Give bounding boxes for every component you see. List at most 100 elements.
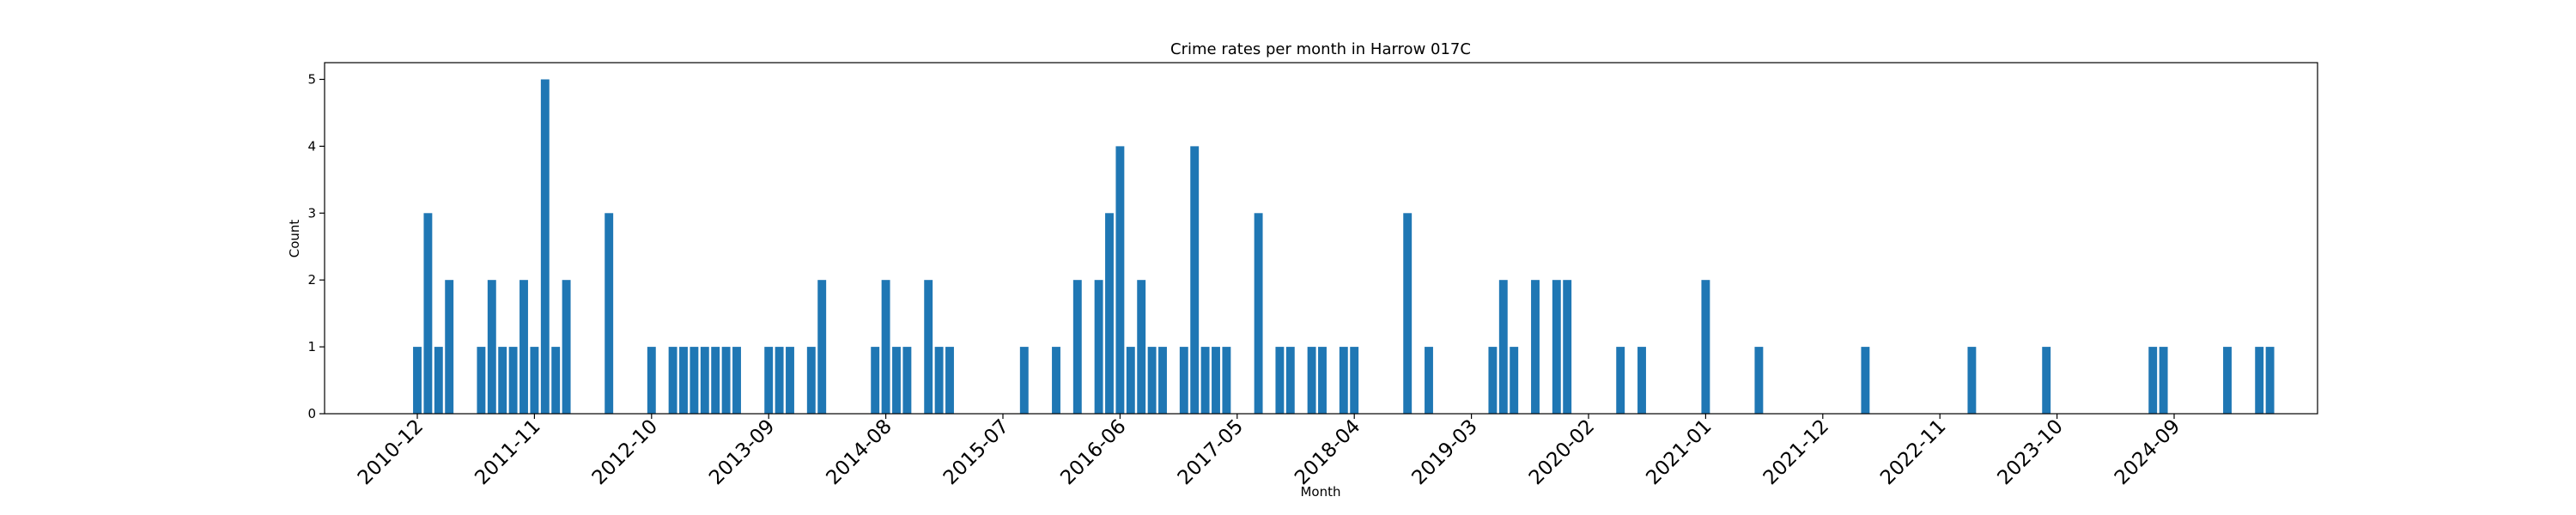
x-tick-label: 2015-07 bbox=[939, 415, 1013, 489]
x-tick-label: 2012-10 bbox=[588, 415, 662, 489]
bar bbox=[1190, 146, 1200, 414]
bar bbox=[1488, 347, 1498, 414]
bar bbox=[1425, 347, 1433, 414]
x-tick-label: 2017-05 bbox=[1174, 415, 1248, 489]
x-tick-label: 2021-01 bbox=[1642, 415, 1716, 489]
y-tick-label: 0 bbox=[307, 406, 316, 421]
bar bbox=[1510, 347, 1519, 414]
chart-title: Crime rates per month in Harrow 017C bbox=[1170, 40, 1471, 58]
bar bbox=[1307, 347, 1316, 414]
bar bbox=[540, 79, 550, 414]
bar bbox=[508, 347, 518, 414]
y-tick-label: 5 bbox=[307, 71, 316, 87]
bar bbox=[1403, 213, 1413, 414]
bar bbox=[551, 347, 561, 414]
bar bbox=[732, 347, 741, 414]
bar bbox=[668, 347, 677, 414]
bar bbox=[1158, 347, 1167, 414]
bar bbox=[498, 347, 507, 414]
x-tick-label: 2023-10 bbox=[1993, 415, 2067, 489]
x-tick-label: 2010-12 bbox=[354, 415, 428, 489]
bar bbox=[477, 347, 486, 414]
bar bbox=[721, 347, 731, 414]
bar bbox=[1350, 347, 1359, 414]
bar bbox=[945, 347, 954, 414]
bar bbox=[1285, 347, 1295, 414]
bar bbox=[413, 347, 422, 414]
x-axis-label: Month bbox=[1300, 484, 1340, 500]
bar bbox=[1094, 280, 1103, 414]
bar bbox=[647, 347, 656, 414]
y-tick-label: 2 bbox=[307, 272, 316, 288]
bar bbox=[530, 347, 539, 414]
bar bbox=[1179, 347, 1188, 414]
bar bbox=[711, 347, 720, 414]
bar bbox=[1212, 347, 1220, 414]
bar bbox=[1616, 347, 1625, 414]
bar bbox=[2265, 347, 2275, 414]
bar bbox=[1105, 213, 1114, 414]
bar bbox=[1200, 347, 1210, 414]
x-tick-label: 2020-02 bbox=[1525, 415, 1599, 489]
bar bbox=[1052, 347, 1060, 414]
bar bbox=[434, 347, 443, 414]
bar bbox=[764, 347, 774, 414]
bar bbox=[1563, 280, 1572, 414]
y-tick-label: 4 bbox=[307, 138, 316, 154]
bar bbox=[1701, 280, 1710, 414]
bar bbox=[1318, 347, 1327, 414]
bars-group bbox=[413, 79, 2275, 414]
bar bbox=[1754, 347, 1764, 414]
bar bbox=[786, 347, 794, 414]
bar bbox=[2148, 347, 2158, 414]
bar bbox=[1531, 280, 1540, 414]
bar bbox=[1275, 347, 1285, 414]
x-tick-label: 2011-11 bbox=[471, 415, 544, 489]
bar bbox=[871, 347, 880, 414]
bar bbox=[1967, 347, 1977, 414]
bar bbox=[1222, 347, 1231, 414]
y-axis: 0 1 2 3 4 5 bbox=[307, 71, 325, 421]
bar bbox=[1019, 347, 1029, 414]
bar bbox=[1498, 280, 1508, 414]
bar bbox=[1137, 280, 1146, 414]
bar bbox=[2042, 347, 2051, 414]
bar bbox=[423, 213, 433, 414]
bar bbox=[1552, 280, 1561, 414]
bar bbox=[817, 280, 827, 414]
bar bbox=[690, 347, 699, 414]
bar bbox=[902, 347, 912, 414]
y-tick-label: 3 bbox=[307, 205, 316, 221]
bar bbox=[1072, 280, 1082, 414]
bar bbox=[1147, 347, 1157, 414]
bar bbox=[487, 280, 496, 414]
x-tick-label: 2019-03 bbox=[1407, 415, 1481, 489]
x-tick-label: 2018-04 bbox=[1291, 415, 1364, 489]
bar bbox=[605, 213, 614, 414]
bar bbox=[775, 347, 784, 414]
bar bbox=[1126, 347, 1135, 414]
bar bbox=[2255, 347, 2264, 414]
bar bbox=[934, 347, 944, 414]
bar bbox=[806, 347, 816, 414]
bar bbox=[1861, 347, 1870, 414]
x-tick-label: 2024-09 bbox=[2111, 415, 2184, 489]
y-axis-label: Count bbox=[287, 220, 302, 258]
x-tick-label: 2016-06 bbox=[1056, 415, 1130, 489]
bar bbox=[519, 280, 528, 414]
bar bbox=[1339, 347, 1348, 414]
bar bbox=[892, 347, 901, 414]
bar bbox=[445, 280, 454, 414]
bar bbox=[1254, 213, 1263, 414]
bar bbox=[2159, 347, 2168, 414]
x-tick-label: 2013-09 bbox=[705, 415, 779, 489]
bar bbox=[1115, 146, 1125, 414]
bar bbox=[924, 280, 933, 414]
plot-frame bbox=[324, 62, 2318, 415]
bar bbox=[679, 347, 688, 414]
bar bbox=[881, 280, 890, 414]
y-tick-label: 1 bbox=[307, 339, 316, 354]
x-axis: 2010-12 2011-11 2012-10 2013-09 2014-08 2015-… bbox=[354, 414, 2184, 489]
bar bbox=[1637, 347, 1646, 414]
